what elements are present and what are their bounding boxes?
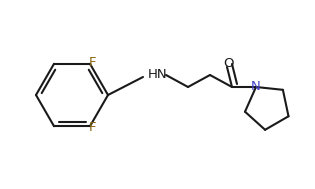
Text: F: F: [89, 121, 97, 134]
Text: N: N: [251, 80, 261, 92]
Text: HN: HN: [148, 68, 168, 81]
Text: O: O: [224, 57, 234, 70]
Text: F: F: [89, 56, 97, 69]
